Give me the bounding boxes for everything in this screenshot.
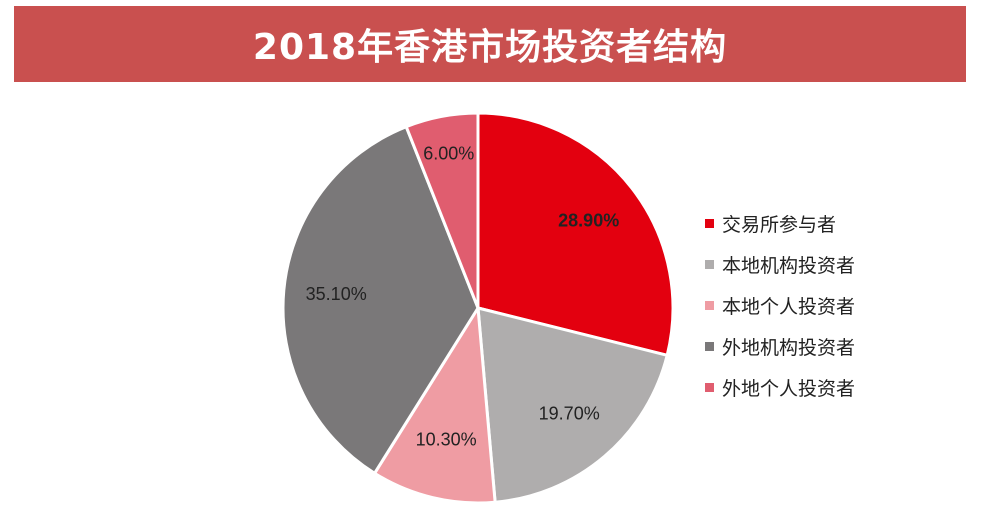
legend: 交易所参与者 本地机构投资者 本地个人投资者 外地机构投资者 外地个人投资者 <box>705 203 965 408</box>
pie-slices <box>281 111 675 505</box>
legend-item-exchange-participants: 交易所参与者 <box>705 203 965 244</box>
legend-item-overseas-institutional: 外地机构投资者 <box>705 326 965 367</box>
pie-slice-overseas-institutional <box>281 124 480 476</box>
legend-swatch <box>705 342 714 351</box>
chart-title: 2018年香港市场投资者结构 <box>252 27 728 68</box>
legend-item-overseas-retail: 外地个人投资者 <box>705 367 965 408</box>
data-label-overseas-retail: 6.00% <box>423 144 474 164</box>
legend-label: 交易所参与者 <box>722 214 837 236</box>
pie-slice-exchange-participants <box>476 111 675 358</box>
title-bar: 2018年香港市场投资者结构 <box>14 6 966 82</box>
legend-item-local-institutional: 本地机构投资者 <box>705 244 965 285</box>
data-label-local-institutional: 19.70% <box>539 404 600 424</box>
data-label-overseas-institutional: 35.10% <box>306 284 367 304</box>
legend-label: 本地机构投资者 <box>722 255 856 277</box>
legend-swatch <box>705 260 714 269</box>
legend-label: 外地机构投资者 <box>722 337 856 359</box>
legend-label: 外地个人投资者 <box>722 378 856 400</box>
pie-slice-local-institutional <box>476 306 669 504</box>
data-label-exchange-participants: 28.90% <box>558 210 619 230</box>
pie-slice-local-retail <box>372 303 497 505</box>
legend-swatch <box>705 383 714 392</box>
data-label-local-retail: 10.30% <box>416 429 477 449</box>
legend-item-local-retail: 本地个人投资者 <box>705 285 965 326</box>
pie-slice-overseas-retail <box>404 111 480 309</box>
pie-labels: 28.90% 19.70% 10.30% 35.10% 6.00% <box>306 144 620 450</box>
legend-swatch <box>705 301 714 310</box>
legend-label: 本地个人投资者 <box>722 296 856 318</box>
legend-swatch <box>705 219 714 228</box>
